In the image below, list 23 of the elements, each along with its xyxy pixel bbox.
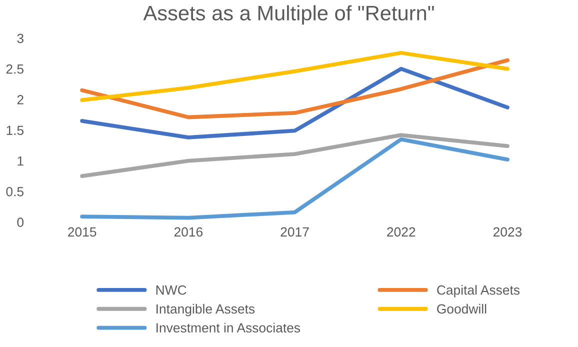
line-series bbox=[80, 66, 510, 140]
x-tick-label: 2015 bbox=[68, 227, 96, 237]
y-tick-label: 1 bbox=[18, 156, 24, 166]
legend-label: Capital Assets bbox=[437, 285, 520, 298]
legend-label: Intangible Assets bbox=[156, 304, 255, 316]
x-tick-label: 2022 bbox=[387, 227, 416, 237]
x-tick-label: 2017 bbox=[280, 227, 309, 237]
line-series bbox=[80, 50, 510, 102]
y-tick-label: 2 bbox=[17, 95, 24, 104]
legend-label: Investment in Associates bbox=[156, 322, 300, 333]
y-tick-label: 3 bbox=[17, 34, 24, 44]
y-tick-label: 0 bbox=[17, 218, 24, 227]
line-series bbox=[80, 137, 510, 220]
x-tick-label: 2016 bbox=[174, 227, 203, 237]
x-tick-label: 2023 bbox=[493, 227, 522, 237]
legend-label: Goodwill bbox=[437, 304, 486, 314]
y-tick-label: 0.5 bbox=[6, 186, 24, 196]
y-tick-label: 1.5 bbox=[6, 126, 24, 136]
legend-label: NWC bbox=[156, 285, 186, 295]
line-series bbox=[80, 133, 510, 178]
chart-title: Assets as a Multiple of "Return" bbox=[143, 5, 434, 25]
line-series bbox=[80, 58, 510, 120]
y-tick-label: 2.5 bbox=[6, 64, 24, 74]
